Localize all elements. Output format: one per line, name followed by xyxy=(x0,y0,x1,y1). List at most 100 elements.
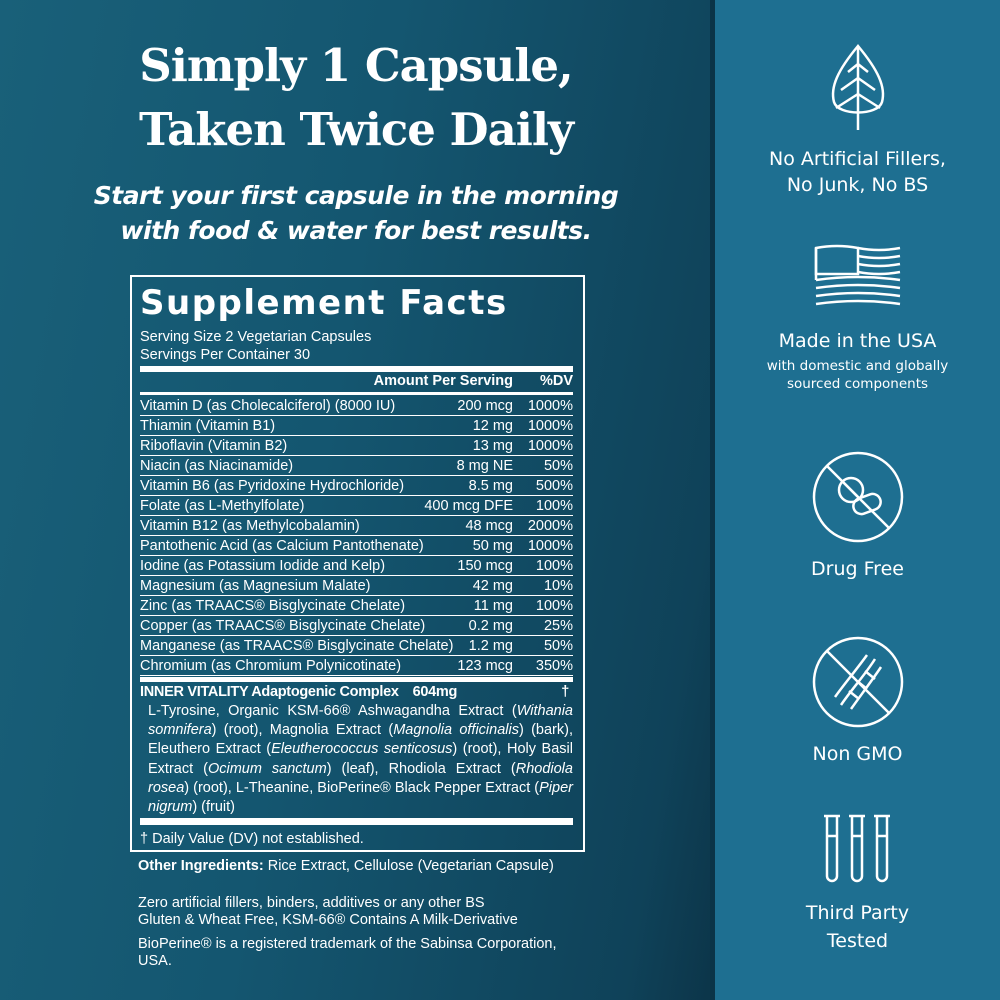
nutrient-name: Manganese (as TRAACS® Bisglycinate Chela… xyxy=(140,638,454,654)
nutrient-name: Copper (as TRAACS® Bisglycinate Chelate) xyxy=(140,618,426,634)
complex-name: INNER VITALITY Adaptogenic Complex xyxy=(140,684,399,700)
nutrient-row: Vitamin B12 (as Methylcobalamin) 48 mcg 20… xyxy=(140,516,573,536)
nutrient-amount: 42 mg xyxy=(472,578,513,594)
nutrient-amount: 13 mg xyxy=(472,438,513,454)
nutrient-row: Vitamin B6 (as Pyridoxine Hydrochloride)… xyxy=(140,476,573,496)
nutrient-amount: 48 mcg xyxy=(465,518,513,534)
serving-size: Serving Size 2 Vegetarian Capsules xyxy=(140,329,372,345)
botanical-name: Ocimum sanctum xyxy=(207,760,327,777)
feature-title: No Junk, No BS xyxy=(786,174,929,196)
botanical-name: Eleutherococcus senticosus xyxy=(271,741,453,758)
feature-drug-free: Drug Free xyxy=(715,450,1000,582)
nutrient-name: Chromium (as Chromium Polynicotinate) xyxy=(140,658,402,674)
nutrient-amount: 50 mg xyxy=(472,538,513,554)
nutrient-dv: 1000% xyxy=(527,538,573,554)
other-label: Other Ingredients: xyxy=(138,858,264,874)
subhead-line2: with food & water for best results. xyxy=(120,216,592,245)
col-dv: %DV xyxy=(539,373,573,389)
footnote: † Daily Value (DV) not established. xyxy=(140,831,364,847)
nutrient-amount: 123 mcg xyxy=(457,658,513,674)
nutrient-name: Vitamin D (as Cholecalciferol) (8000 IU) xyxy=(140,398,396,414)
test-tubes-icon xyxy=(823,814,890,883)
nutrient-amount: 150 mcg xyxy=(457,558,513,574)
nutrient-dv: 350% xyxy=(535,658,573,674)
feature-title: Drug Free xyxy=(811,558,904,580)
usa-flag-icon xyxy=(814,244,900,306)
facts-title: Supplement Facts xyxy=(140,283,508,323)
nutrient-row: Vitamin D (as Cholecalciferol) (8000 IU)… xyxy=(140,396,573,416)
nutrient-row: Niacin (as Niacinamide) 8 mg NE 50% xyxy=(140,456,573,476)
headline-line1: Simply 1 Capsule, xyxy=(139,39,573,92)
thick-divider xyxy=(140,818,573,825)
nutrient-row: Manganese (as TRAACS® Bisglycinate Chela… xyxy=(140,636,573,656)
nutrient-dv: 100% xyxy=(535,598,573,614)
other-line2: Zero artificial fillers, binders, additi… xyxy=(138,895,485,911)
nutrient-name: Magnesium (as Magnesium Malate) xyxy=(140,578,371,594)
feature-non-gmo: Non GMO xyxy=(715,635,1000,767)
feature-no-fillers: No Artificial Fillers, No Junk, No BS xyxy=(715,42,1000,198)
nutrient-dv: 50% xyxy=(543,638,573,654)
nutrient-name: Thiamin (Vitamin B1) xyxy=(140,418,276,434)
nutrient-dv: 100% xyxy=(535,498,573,514)
nutrient-dv: 1000% xyxy=(527,438,573,454)
nutrient-dv: 500% xyxy=(535,478,573,494)
servings-per-container: Servings Per Container 30 xyxy=(140,347,311,363)
botanical-name: Withania somnifera xyxy=(148,703,573,739)
nutrient-amount: 12 mg xyxy=(472,418,513,434)
nutrient-row: Pantothenic Acid (as Calcium Pantothenat… xyxy=(140,536,573,556)
nutrient-dv: 1000% xyxy=(527,398,573,414)
complex-amount: 604mg xyxy=(412,684,458,700)
nutrient-name: Niacin (as Niacinamide) xyxy=(140,458,294,474)
thick-divider xyxy=(140,677,573,682)
no-pills-icon xyxy=(812,451,903,543)
nutrient-name: Pantothenic Acid (as Calcium Pantothenat… xyxy=(140,538,424,554)
header-divider xyxy=(140,392,573,395)
nutrient-amount: 1.2 mg xyxy=(468,638,513,654)
nutrient-dv: 1000% xyxy=(527,418,573,434)
subhead-line1: Start your first capsule in the morning xyxy=(93,181,619,210)
feature-subtitle: with domestic and globally xyxy=(766,358,949,374)
nutrient-row: Riboflavin (Vitamin B2) 13 mg 1000% xyxy=(140,436,573,456)
feature-title: Tested xyxy=(826,930,889,952)
nutrient-name: Riboflavin (Vitamin B2) xyxy=(140,438,288,454)
nutrient-name: Zinc (as TRAACS® Bisglycinate Chelate) xyxy=(140,598,406,614)
nutrient-name: Vitamin B12 (as Methylcobalamin) xyxy=(140,518,360,534)
complex-dv: † xyxy=(561,684,569,700)
nutrient-name: Vitamin B6 (as Pyridoxine Hydrochloride) xyxy=(140,478,405,494)
nutrient-name: Iodine (as Potassium Iodide and Kelp) xyxy=(140,558,386,574)
nutrient-dv: 100% xyxy=(535,558,573,574)
feature-third-party-tested: Third Party Tested xyxy=(715,812,1000,954)
nutrient-amount: 8 mg NE xyxy=(456,458,513,474)
nutrient-name: Folate (as L-Methylfolate) xyxy=(140,498,305,514)
botanical-name: Rhodiola rosea xyxy=(148,760,573,796)
nutrient-row: Chromium (as Chromium Polynicotinate) 123… xyxy=(140,656,573,676)
other-ingredients: Other Ingredients: Rice Extract, Cellulo… xyxy=(138,858,588,875)
nutrient-row: Iodine (as Potassium Iodide and Kelp) 150… xyxy=(140,556,573,576)
nutrient-amount: 200 mcg xyxy=(457,398,513,414)
feature-title: No Artificial Fillers, xyxy=(769,148,946,170)
complex-header: INNER VITALITY Adaptogenic Complex 604mg † xyxy=(140,684,573,700)
leaf-icon xyxy=(831,44,884,130)
nutrient-row: Thiamin (Vitamin B1) 12 mg 1000% xyxy=(140,416,573,436)
nutrient-amount: 8.5 mg xyxy=(468,478,513,494)
trademark-note: BioPerine® is a registered trademark of … xyxy=(138,936,557,969)
nutrient-dv: 50% xyxy=(543,458,573,474)
feature-title: Third Party xyxy=(805,902,910,924)
nutrient-dv: 25% xyxy=(543,618,573,634)
other-line3: Gluten & Wheat Free, KSM-66® Contains A … xyxy=(138,912,518,928)
nutrient-amount: 11 mg xyxy=(473,598,513,614)
botanical-name: Magnolia officinalis xyxy=(393,722,519,739)
nutrient-row: Folate (as L-Methylfolate) 400 mcg DFE 100… xyxy=(140,496,573,516)
botanical-name: Piper nigrum xyxy=(148,779,573,816)
complex-ingredients: L-Tyrosine, Organic KSM-66® Ashwagandha … xyxy=(148,703,573,816)
nutrient-amount: 0.2 mg xyxy=(468,618,513,634)
nutrient-dv: 2000% xyxy=(527,518,573,534)
table-header: Amount Per Serving %DV xyxy=(140,373,573,389)
supplement-facts-panel: Supplement Facts Serving Size 2 Vegetari… xyxy=(130,275,585,852)
thick-divider xyxy=(140,366,573,372)
nutrient-dv: 10% xyxy=(543,578,573,594)
feature-subtitle: sourced components xyxy=(786,376,929,392)
headline-line2: Taken Twice Daily xyxy=(138,103,574,156)
feature-title: Non GMO xyxy=(812,743,903,765)
panel-divider xyxy=(710,0,715,1000)
